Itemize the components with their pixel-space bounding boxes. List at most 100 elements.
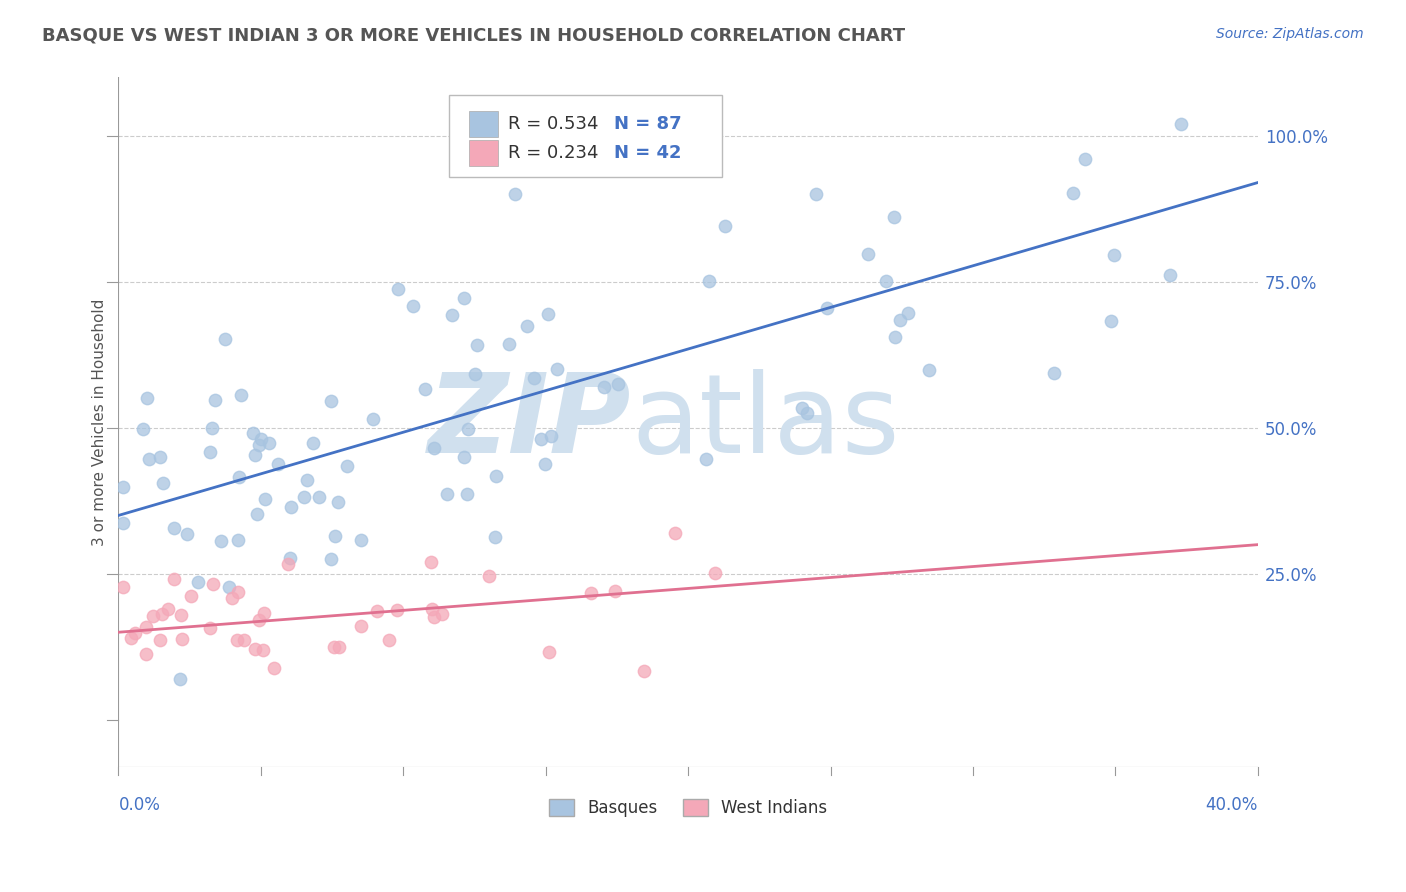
Point bbox=[633, 665, 655, 679]
Point bbox=[200, 621, 222, 635]
Point bbox=[176, 527, 198, 541]
Point bbox=[328, 640, 350, 654]
Point bbox=[453, 450, 475, 465]
Point bbox=[537, 308, 560, 322]
Point bbox=[111, 516, 134, 530]
Point bbox=[280, 500, 302, 514]
Point bbox=[277, 558, 299, 572]
Point bbox=[413, 383, 436, 397]
Text: R = 0.234: R = 0.234 bbox=[508, 145, 599, 162]
Point bbox=[267, 457, 290, 471]
Point bbox=[436, 487, 458, 501]
Point bbox=[453, 291, 475, 305]
Text: Source: ZipAtlas.com: Source: ZipAtlas.com bbox=[1216, 27, 1364, 41]
Point bbox=[135, 647, 157, 661]
Point bbox=[170, 632, 193, 646]
Point bbox=[204, 392, 226, 407]
Point bbox=[170, 607, 193, 622]
FancyBboxPatch shape bbox=[470, 140, 498, 166]
Point bbox=[918, 363, 941, 377]
Point bbox=[150, 607, 173, 622]
Point bbox=[350, 619, 373, 633]
Point bbox=[156, 602, 179, 616]
Point bbox=[263, 661, 285, 675]
Point bbox=[498, 336, 520, 351]
Point bbox=[419, 555, 441, 569]
Point bbox=[697, 274, 720, 288]
Point bbox=[477, 568, 499, 582]
Point bbox=[1104, 247, 1126, 261]
Point bbox=[245, 641, 267, 656]
Text: atlas: atlas bbox=[631, 368, 900, 475]
Y-axis label: 3 or more Vehicles in Household: 3 or more Vehicles in Household bbox=[93, 298, 107, 546]
Point bbox=[225, 632, 247, 647]
Text: 40.0%: 40.0% bbox=[1205, 796, 1258, 814]
Point bbox=[246, 508, 269, 522]
Point bbox=[149, 633, 172, 648]
Point bbox=[856, 247, 879, 261]
Point bbox=[1042, 366, 1064, 380]
Point bbox=[326, 495, 349, 509]
FancyBboxPatch shape bbox=[449, 95, 723, 178]
Point bbox=[537, 644, 560, 658]
Point bbox=[209, 534, 232, 549]
Point bbox=[530, 432, 553, 446]
Point bbox=[1062, 186, 1084, 200]
Text: BASQUE VS WEST INDIAN 3 OR MORE VEHICLES IN HOUSEHOLD CORRELATION CHART: BASQUE VS WEST INDIAN 3 OR MORE VEHICLES… bbox=[42, 27, 905, 45]
Point bbox=[214, 332, 236, 346]
Point bbox=[385, 603, 408, 617]
Point bbox=[111, 580, 134, 594]
Point bbox=[120, 631, 142, 645]
Point bbox=[200, 445, 222, 459]
Point bbox=[464, 367, 486, 381]
Point bbox=[138, 451, 160, 466]
Point bbox=[603, 583, 626, 598]
Point bbox=[245, 448, 267, 462]
Point bbox=[423, 441, 446, 455]
Point bbox=[796, 406, 818, 420]
Point bbox=[714, 219, 737, 234]
Point bbox=[1159, 268, 1181, 282]
Point bbox=[163, 521, 186, 535]
Point bbox=[250, 433, 273, 447]
Point bbox=[533, 457, 555, 471]
Point bbox=[233, 632, 256, 647]
Point bbox=[278, 550, 301, 565]
Point bbox=[423, 610, 446, 624]
Point bbox=[135, 620, 157, 634]
Point bbox=[1074, 152, 1097, 166]
Point bbox=[440, 308, 463, 322]
Point bbox=[607, 377, 630, 392]
Point bbox=[465, 338, 488, 352]
Point bbox=[292, 490, 315, 504]
Point bbox=[180, 589, 202, 603]
Point bbox=[226, 585, 249, 599]
Point bbox=[1099, 314, 1122, 328]
Point bbox=[187, 574, 209, 589]
Point bbox=[1170, 117, 1192, 131]
Point bbox=[889, 313, 911, 327]
Point bbox=[142, 609, 165, 624]
Point bbox=[503, 186, 526, 201]
Point bbox=[226, 533, 249, 547]
Point bbox=[815, 301, 838, 316]
Point bbox=[163, 572, 186, 586]
Point bbox=[319, 393, 342, 408]
Text: R = 0.534: R = 0.534 bbox=[508, 114, 599, 133]
Point bbox=[152, 476, 174, 491]
Text: ZIP: ZIP bbox=[427, 368, 631, 475]
Point bbox=[295, 474, 318, 488]
Point bbox=[366, 603, 388, 617]
Point bbox=[201, 577, 224, 591]
Point bbox=[323, 529, 346, 543]
Point bbox=[111, 480, 134, 494]
Point bbox=[430, 607, 453, 622]
Point bbox=[540, 428, 562, 442]
Legend: Basques, West Indians: Basques, West Indians bbox=[543, 792, 834, 823]
Point bbox=[664, 525, 686, 540]
Point bbox=[593, 380, 616, 394]
Point bbox=[484, 529, 506, 543]
Point bbox=[301, 436, 323, 450]
Point bbox=[252, 607, 274, 621]
Point bbox=[350, 533, 373, 547]
